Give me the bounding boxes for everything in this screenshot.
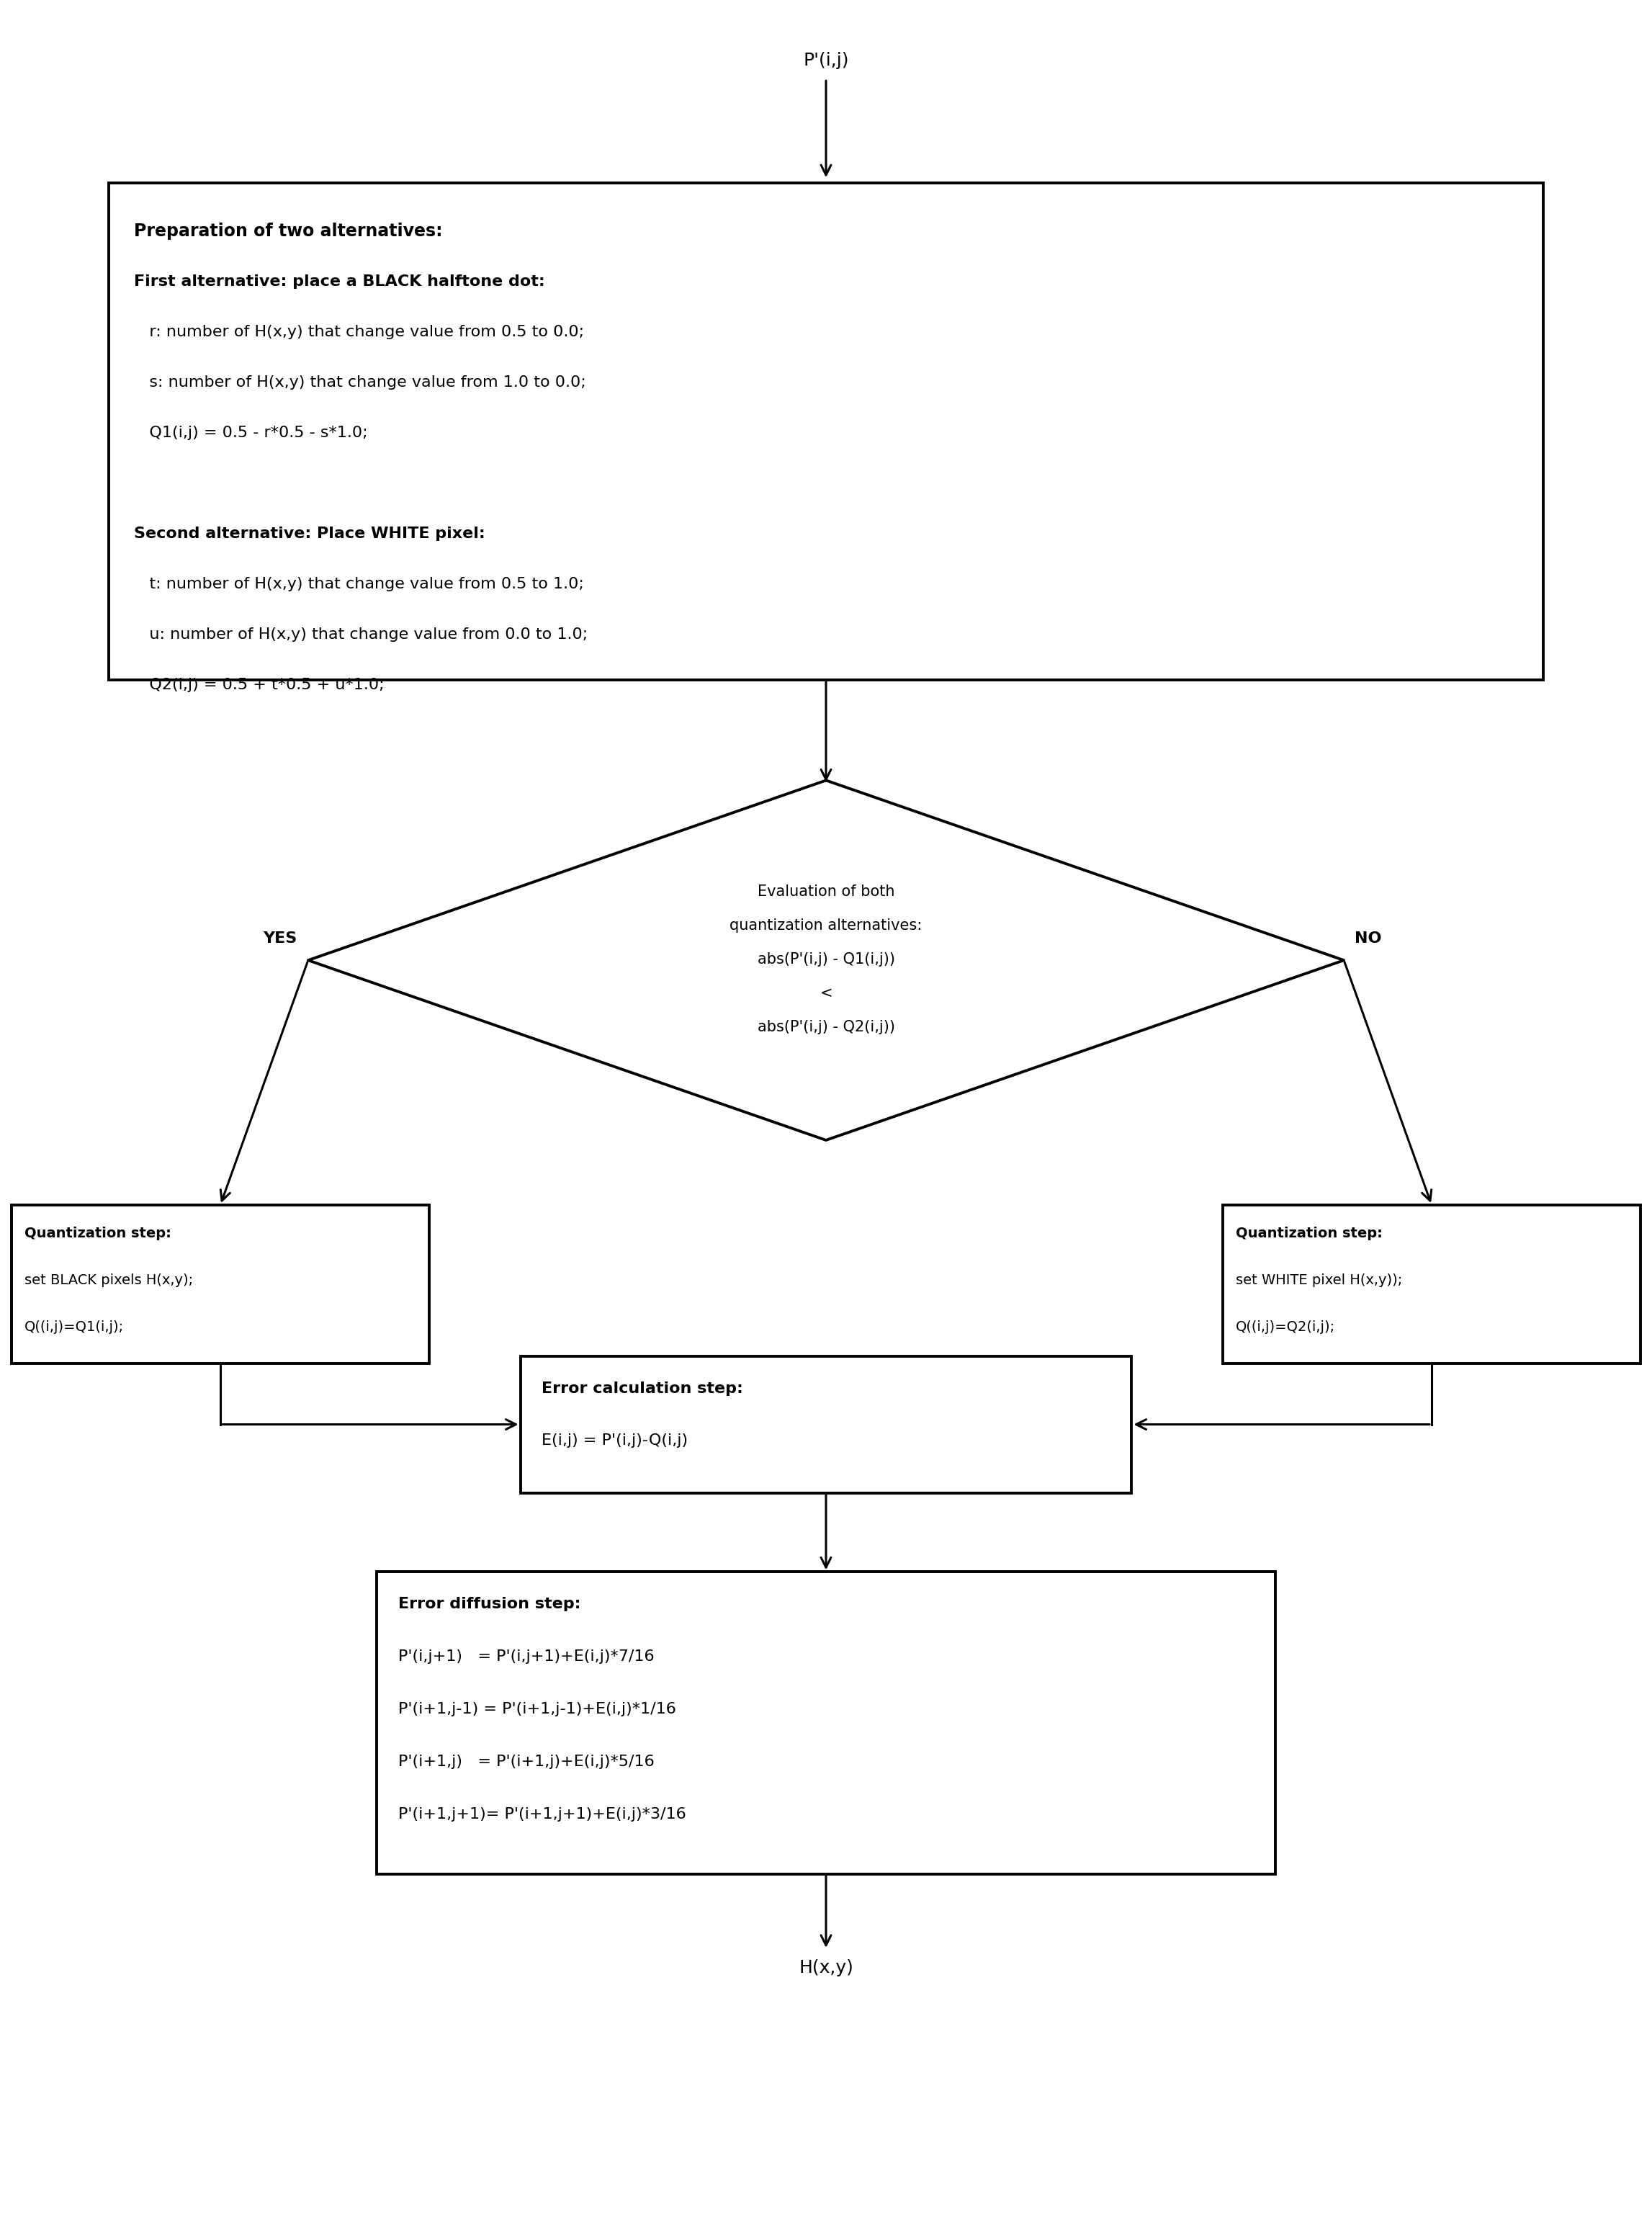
Text: s: number of H(x,y) that change value from 1.0 to 0.0;: s: number of H(x,y) that change value fr… [134,375,586,389]
Text: Q1(i,j) = 0.5 - r*0.5 - s*1.0;: Q1(i,j) = 0.5 - r*0.5 - s*1.0; [134,425,368,440]
Text: u: number of H(x,y) that change value from 0.0 to 1.0;: u: number of H(x,y) that change value fr… [134,628,588,641]
Text: E(i,j) = P'(i,j)-Q(i,j): E(i,j) = P'(i,j)-Q(i,j) [542,1433,689,1448]
Text: Preparation of two alternatives:: Preparation of two alternatives: [134,224,443,239]
Text: Q((i,j)=Q1(i,j);: Q((i,j)=Q1(i,j); [25,1321,124,1334]
Text: P'(i+1,j)   = P'(i+1,j)+E(i,j)*5/16: P'(i+1,j) = P'(i+1,j)+E(i,j)*5/16 [398,1754,654,1770]
Text: set BLACK pixels H(x,y);: set BLACK pixels H(x,y); [25,1274,193,1287]
Bar [109,183,1543,679]
Text: Error calculation step:: Error calculation step: [542,1381,743,1395]
Text: NO: NO [1355,932,1381,945]
Text: First alternative: place a BLACK halftone dot:: First alternative: place a BLACK halfton… [134,275,545,288]
Text: t: number of H(x,y) that change value from 0.5 to 1.0;: t: number of H(x,y) that change value fr… [134,577,585,590]
Text: P'(i+1,j+1)= P'(i+1,j+1)+E(i,j)*3/16: P'(i+1,j+1)= P'(i+1,j+1)+E(i,j)*3/16 [398,1808,686,1822]
Text: quantization alternatives:: quantization alternatives: [730,919,922,932]
Text: r: number of H(x,y) that change value from 0.5 to 0.0;: r: number of H(x,y) that change value fr… [134,324,585,340]
Bar [377,1571,1275,1875]
Text: set WHITE pixel H(x,y));: set WHITE pixel H(x,y)); [1236,1274,1403,1287]
Bar [520,1357,1132,1493]
Text: P'(i,j): P'(i,j) [803,51,849,69]
Text: abs(P'(i,j) - Q1(i,j)): abs(P'(i,j) - Q1(i,j)) [757,952,895,968]
Text: <: < [819,986,833,1001]
Text: H(x,y): H(x,y) [798,1960,854,1976]
Text: Q2(i,j) = 0.5 + t*0.5 + u*1.0;: Q2(i,j) = 0.5 + t*0.5 + u*1.0; [134,677,385,693]
Text: P'(i+1,j-1) = P'(i+1,j-1)+E(i,j)*1/16: P'(i+1,j-1) = P'(i+1,j-1)+E(i,j)*1/16 [398,1703,676,1716]
Text: Second alternative: Place WHITE pixel:: Second alternative: Place WHITE pixel: [134,525,486,541]
Text: Quantization step:: Quantization step: [1236,1227,1383,1240]
Text: abs(P'(i,j) - Q2(i,j)): abs(P'(i,j) - Q2(i,j)) [757,1019,895,1035]
Text: P'(i,j+1)   = P'(i,j+1)+E(i,j)*7/16: P'(i,j+1) = P'(i,j+1)+E(i,j)*7/16 [398,1649,654,1665]
Text: Q((i,j)=Q2(i,j);: Q((i,j)=Q2(i,j); [1236,1321,1335,1334]
Text: Evaluation of both: Evaluation of both [757,885,895,898]
Text: Error diffusion step:: Error diffusion step: [398,1598,580,1611]
Bar [1222,1205,1640,1363]
Polygon shape [309,780,1343,1140]
Text: YES: YES [263,932,297,945]
Text: Quantization step:: Quantization step: [25,1227,172,1240]
Bar [12,1205,430,1363]
